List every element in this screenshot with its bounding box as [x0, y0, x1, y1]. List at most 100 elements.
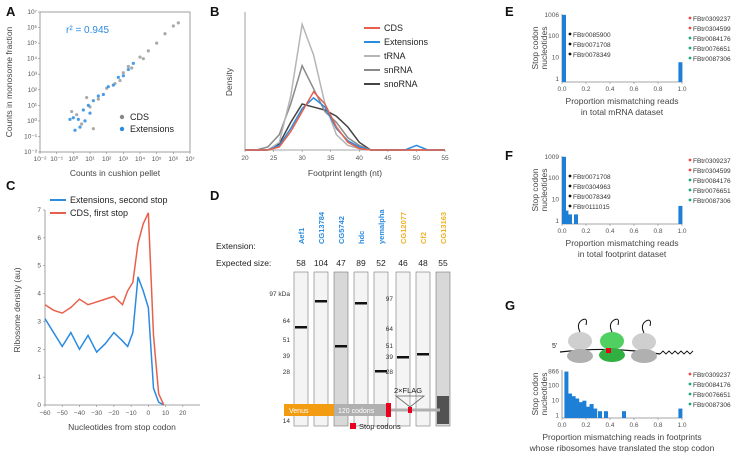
panel-a-point-extensions — [81, 108, 85, 112]
panel-f-histogram: 1009 100 10 1 0.0 0.2 0.4 0.6 0.8 1.0 Stop codon nu… — [530, 154, 731, 259]
hist-bar — [564, 371, 569, 418]
gene-label-aef1: Aef1 — [297, 228, 306, 244]
panel-b-legend-label: snRNA — [384, 65, 413, 75]
hist-x-tick-label: 0.0 — [557, 86, 566, 93]
hist-x-tick-label: 0.4 — [605, 422, 614, 429]
gene-label-yemalpha: yemalpha — [377, 209, 386, 244]
panel-c-x-tick-label: −10 — [126, 410, 137, 417]
codons-box — [334, 404, 386, 416]
panel-a-point-cds — [70, 109, 74, 114]
hist-x-tick-label: 0.8 — [653, 228, 662, 235]
hist-bar — [568, 214, 572, 224]
panel-a-point-cds — [163, 32, 167, 36]
mw-marker-right: 97 — [386, 296, 394, 303]
hist-y-tick-label: 10 — [552, 398, 560, 405]
panel-c-y-tick-label: 4 — [37, 291, 41, 298]
hist-xlabel-line: Proportion mismatching reads — [566, 238, 679, 248]
panel-a-point-extensions — [88, 111, 92, 115]
panel-a-point-cds — [96, 97, 100, 101]
blot-band-right-1 — [417, 353, 429, 356]
hist-ylabel-line1: Stop codon — [530, 372, 540, 415]
expected-size-cg12077: 46 — [398, 258, 408, 268]
hist-x-tick-label: 1.0 — [677, 86, 686, 93]
panel-c-x-tick-label: −60 — [39, 410, 50, 417]
expected-size-cg5742: 47 — [336, 258, 346, 268]
hist-right-marker — [688, 402, 692, 406]
hist-left-marker — [568, 204, 572, 208]
expected-size-cg13163: 55 — [438, 258, 448, 268]
hist-right-label: FBtr0084176 — [693, 36, 731, 43]
hist-x-tick-label: 0.6 — [629, 86, 638, 93]
panel-c-series-line — [44, 276, 165, 406]
gene-label-cg5742: CG5742 — [337, 216, 346, 244]
stop-legend-label: Stop codons — [359, 422, 401, 431]
expected-size-cf2: 48 — [418, 258, 428, 268]
panel-a-point-cds — [75, 113, 79, 117]
flag-insert-marker — [394, 395, 426, 408]
hist-left-label: FBtr0111015 — [573, 204, 610, 211]
hist-bar — [582, 400, 587, 418]
panel-c-ylabel: Ribosome density (au) — [12, 267, 22, 352]
panel-c-y-tick-label: 2 — [37, 346, 41, 353]
nascent-chain-3 — [641, 319, 651, 334]
panel-a-y-tick-label: 10² — [28, 87, 38, 94]
legend-extensions-marker — [119, 126, 125, 132]
panel-c-series-line — [44, 212, 165, 406]
panel-a-point-extensions — [121, 74, 125, 78]
panel-c-y-tick-label: 5 — [37, 263, 41, 270]
panel-c-y-tick-label: 1 — [37, 374, 41, 381]
panel-a-point-cds — [176, 21, 180, 25]
panel-a-point-extensions — [111, 83, 115, 87]
hist-right-marker — [688, 46, 692, 50]
legend-cds-label: CDS — [130, 112, 149, 122]
panel-a-x-ticks: 10⁻² 10⁻¹ 10⁰ 10¹ 10² 10³ 10⁴ 10⁵ 10⁶ 10⁷ — [34, 152, 195, 163]
panel-a-point-extensions — [126, 67, 130, 72]
panel-b-legend-label: CDS — [384, 23, 403, 33]
mw-marker-right: 51 — [386, 343, 394, 350]
panel-c-y-tick-label: 3 — [37, 318, 41, 325]
panel-b-x-tick-label: 25 — [270, 155, 278, 162]
panel-a-point-extensions — [101, 92, 105, 97]
panel-a-r2: r² = 0.945 — [66, 25, 110, 36]
panel-a-point-extensions — [71, 116, 75, 120]
panel-a-x-tick-label: 10¹ — [85, 156, 95, 163]
panel-c-x-tick-label: 10 — [162, 410, 170, 417]
hist-x-tick-label: 0.6 — [629, 422, 638, 429]
panel-c-line: −60 −50 −40 −30 −20 −10 0 10 20 0 1 2 3 4 5 6 7 Extensi… — [12, 195, 200, 432]
hist-left-marker — [568, 32, 572, 36]
panel-a-x-tick-label: 10⁷ — [185, 156, 195, 163]
hist-left-marker — [568, 52, 572, 56]
hist-right-marker — [688, 16, 692, 20]
hist-right-marker — [688, 198, 692, 202]
nascent-chain-2 — [609, 318, 619, 333]
panel-c-y-tick-label: 0 — [37, 402, 41, 409]
hist-bar — [568, 393, 572, 418]
hist-right-marker — [688, 56, 692, 60]
hist-ylabel-line2: nucleotides — [539, 372, 549, 415]
flag-label: 2×FLAG — [394, 386, 422, 395]
hist-y-tick-label: 100 — [548, 383, 559, 390]
blot-lane-left-3 — [353, 271, 369, 427]
panel-a-point-extensions — [96, 94, 100, 98]
panel-a-point-cds — [121, 71, 125, 75]
panel-a-x-tick-label: 10⁴ — [135, 156, 145, 163]
panel-a-points — [68, 21, 180, 132]
panel-a-y-tick-label: 10⁶ — [27, 25, 37, 32]
panel-label-a: A — [6, 4, 16, 19]
hist-left-marker — [568, 42, 572, 46]
mw-marker-left: 28 — [283, 369, 291, 376]
blot-lanes — [293, 271, 451, 427]
panel-c-y-ticks: 0 1 2 3 4 5 6 7 — [37, 207, 45, 409]
venus-box — [284, 404, 334, 416]
panel-b-x-ticks: 20 25 30 35 40 45 50 55 — [241, 150, 449, 162]
panel-d-western-blot: Extension: Expected size: Aef1 58 CG13784 1… — [216, 209, 451, 431]
ribosome-3-large — [632, 333, 656, 351]
hist-y-tick-label: 1 — [555, 413, 559, 420]
hist-bar — [562, 14, 566, 82]
expected-size-hdc: 89 — [356, 258, 366, 268]
blot-band-left-0 — [295, 326, 307, 329]
hist-bar — [578, 402, 583, 418]
panel-a-x-tick-label: 10⁵ — [152, 156, 162, 163]
panel-b-legend-label: tRNA — [384, 51, 406, 61]
hist-y-tick-label: 866 — [548, 369, 559, 376]
